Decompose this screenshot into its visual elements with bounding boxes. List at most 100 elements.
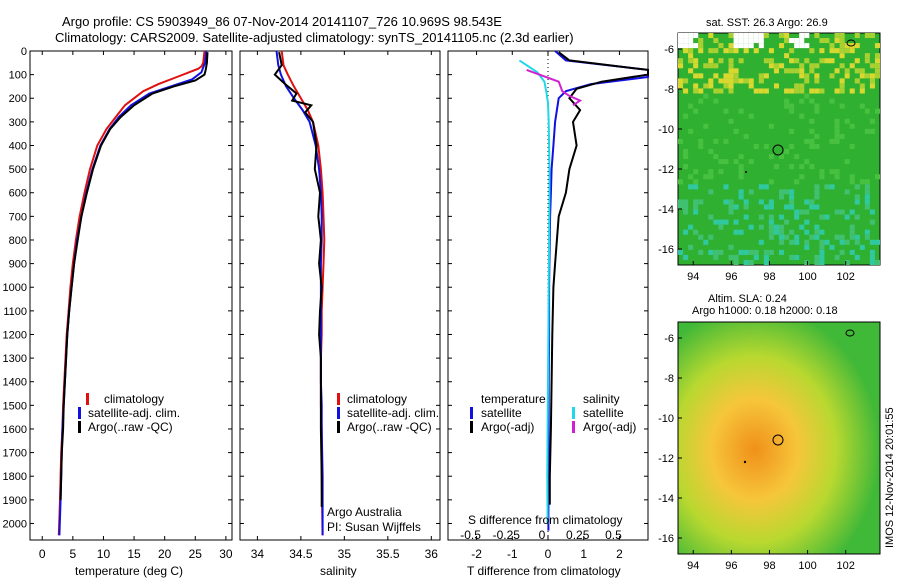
sst-cell: [839, 88, 845, 94]
sst-cell: [819, 239, 825, 245]
depth-tick-label: 1200: [3, 329, 27, 341]
sst-cell: [794, 43, 800, 49]
sst-cell: [829, 138, 835, 144]
legend-temperature-title: temperature: [481, 392, 546, 406]
sst-cell: [698, 249, 704, 255]
sst-cell: [839, 234, 845, 240]
salinity-panel: [239, 50, 441, 541]
depth-tick-label: 400: [9, 140, 27, 152]
sst-cell: [824, 239, 830, 245]
sst-cell: [834, 68, 840, 74]
sst-cell: [753, 249, 759, 255]
sst-cell: [758, 88, 764, 94]
sst-cell: [814, 63, 820, 69]
sst-cell: [733, 204, 739, 210]
sst-cell: [834, 88, 840, 94]
sst-cell: [844, 239, 850, 245]
sst-cell: [758, 33, 764, 39]
sst-cell: [779, 234, 785, 240]
sst-cell: [784, 189, 790, 195]
series-climatology: [280, 50, 326, 536]
sla-map-title-2: Argo h1000: 0.18 h2000: 0.18: [692, 305, 838, 317]
top-tick-label: -0.5: [460, 528, 481, 542]
sst-cell: [779, 214, 785, 220]
x-tick-label: 25: [189, 547, 203, 561]
sst-cell: [814, 234, 820, 240]
sst-cell: [773, 229, 779, 235]
sst-cell: [683, 78, 689, 84]
sst-cell: [733, 78, 739, 84]
sst-cell: [839, 48, 845, 54]
depth-tick-label: 2000: [3, 518, 27, 530]
sst-cell: [844, 159, 850, 165]
legend-swatch-satellite: [337, 407, 340, 419]
sst-cell: [779, 249, 785, 255]
sla-map: [677, 321, 881, 555]
sst-cell: [718, 88, 724, 94]
sst-cell: [804, 244, 810, 250]
sst-cell: [693, 33, 699, 39]
sst-cell: [859, 103, 865, 109]
sst-cell: [819, 88, 825, 94]
sst-cell: [698, 43, 704, 49]
sst-cell: [723, 83, 729, 89]
sst-cell: [678, 38, 684, 44]
sst-cell: [768, 199, 774, 205]
sst-cell: [819, 48, 825, 54]
sst-cell: [708, 249, 714, 255]
sst-cell: [804, 219, 810, 225]
map-x-tick-label: 102: [837, 271, 855, 283]
sst-cell: [728, 83, 734, 89]
sst-cell: [784, 149, 790, 155]
sst-cell: [708, 48, 714, 54]
sst-cell: [693, 179, 699, 185]
sst-cell: [688, 174, 694, 180]
sst-cell: [748, 249, 754, 255]
temperature-xlabel: temperature (deg C): [75, 564, 183, 578]
sst-cell: [713, 254, 719, 260]
sst-cell: [814, 108, 820, 114]
sst-cell: [758, 38, 764, 44]
sst-cell: [874, 108, 880, 114]
sst-cell: [849, 48, 855, 54]
sst-cell: [784, 53, 790, 59]
sst-cell: [713, 73, 719, 79]
title-line-1: Argo profile: CS 5903949_86 07-Nov-2014 …: [62, 14, 502, 29]
sst-cell: [859, 83, 865, 89]
sst-cell: [784, 68, 790, 74]
imos-watermark: IMOS 12-Nov-2014 20:01:55: [884, 407, 896, 548]
sst-cell: [819, 259, 825, 265]
sst-cell: [814, 78, 820, 84]
sst-cell: [864, 199, 870, 205]
sst-cell: [728, 88, 734, 94]
sst-cell: [859, 73, 865, 79]
sst-cell: [789, 199, 795, 205]
sst-cell: [779, 239, 785, 245]
sst-cell: [768, 229, 774, 235]
sst-cell: [854, 33, 860, 39]
sst-cell: [799, 88, 805, 94]
sst-cell: [819, 214, 825, 220]
sst-cell: [683, 204, 689, 210]
sst-cell: [758, 43, 764, 49]
sst-cell: [768, 123, 774, 129]
sst-cell: [688, 48, 694, 54]
sst-cell: [773, 83, 779, 89]
x-tick-label: 20: [158, 547, 172, 561]
sst-cell: [804, 58, 810, 64]
series-climatology: [57, 50, 206, 536]
annotation-argo-australia: Argo Australia: [327, 505, 402, 519]
sst-cell: [718, 43, 724, 49]
sst-cell: [839, 209, 845, 215]
sst-cell: [794, 214, 800, 220]
sst-cell: [869, 249, 875, 255]
sst-cell: [804, 229, 810, 235]
sst-cell: [829, 169, 835, 175]
sst-cell: [794, 38, 800, 44]
sst-cell: [874, 239, 880, 245]
sst-cell: [869, 78, 875, 84]
sst-cell: [834, 128, 840, 134]
sst-cell: [854, 194, 860, 200]
series-argo-raw-qc: [59, 52, 209, 500]
sst-cell: [703, 239, 709, 245]
